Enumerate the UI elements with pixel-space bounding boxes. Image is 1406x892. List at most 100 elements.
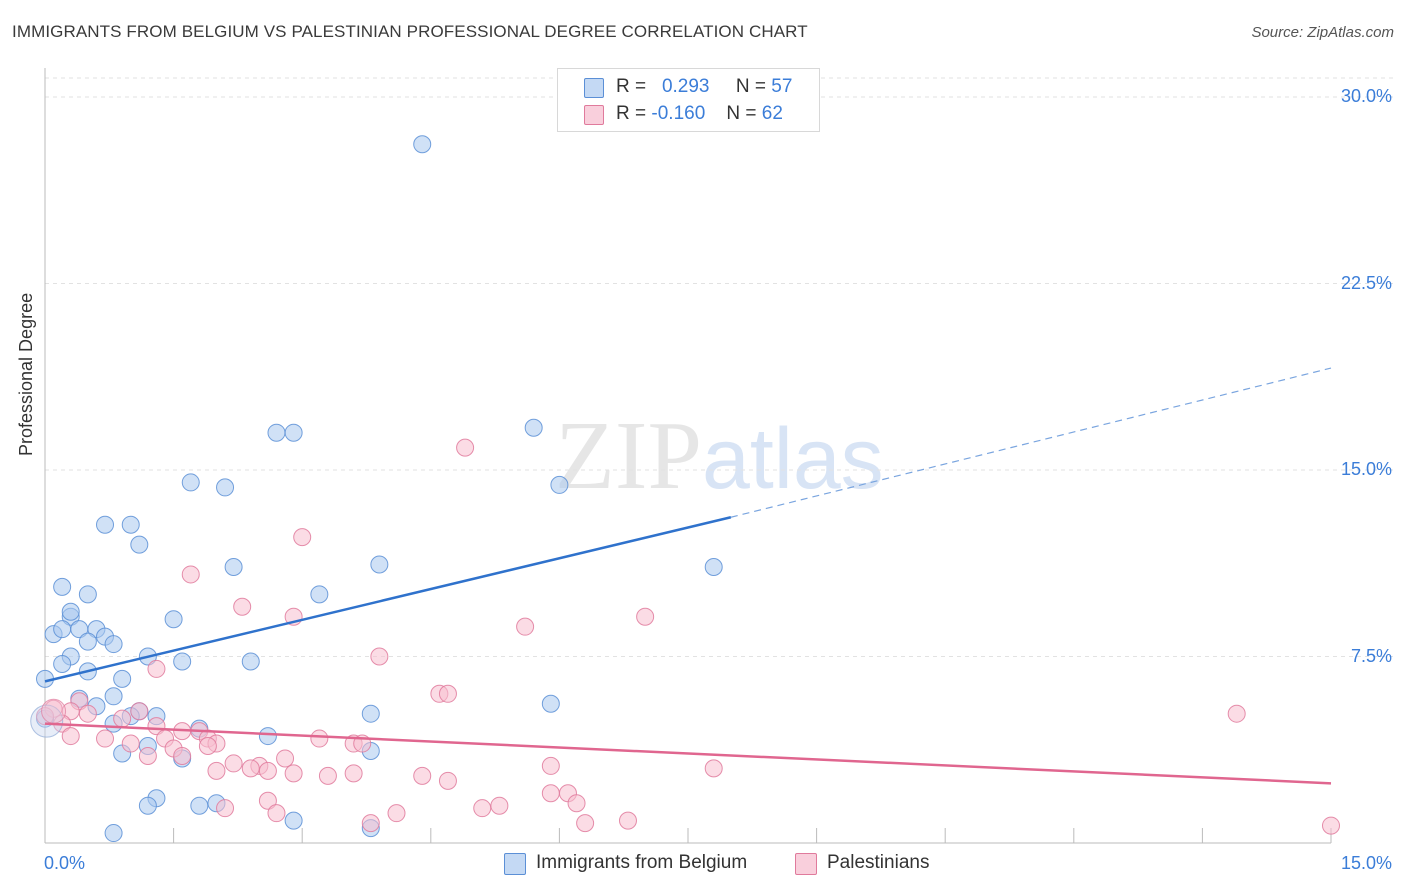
legend-n-value-belgium: 57 (771, 76, 793, 97)
point-belgium-25 (104, 635, 123, 654)
chart-title: IMMIGRANTS FROM BELGIUM VS PALESTINIAN P… (12, 22, 808, 41)
point-palestinians-45 (438, 771, 457, 790)
point-belgium-15 (310, 585, 329, 604)
point-palestinians-61 (1322, 816, 1340, 835)
stats-legend: R = 0.293 N = 57 R = -0.160 N = 62 (557, 68, 820, 132)
trend-line-belgium-extension (730, 367, 1332, 518)
x-tick-label-max: 15.0% (1340, 853, 1392, 873)
point-belgium-5 (216, 478, 235, 497)
point-palestinians-2 (181, 565, 200, 584)
point-palestinians-21 (96, 729, 115, 748)
bottom-legend-label-palestinians: Palestinians (827, 852, 930, 873)
point-belgium-2 (284, 423, 303, 442)
point-palestinians-22 (121, 734, 140, 753)
point-palestinians-8 (147, 659, 166, 678)
point-palestinians-59 (576, 814, 595, 833)
y-tick-label-1: 15.0% (1340, 459, 1392, 479)
point-palestinians-48 (1227, 704, 1246, 723)
watermark: ZIPatlas (555, 400, 884, 512)
point-belgium-3 (524, 418, 543, 437)
point-palestinians-7 (370, 647, 389, 666)
point-belgium-9 (130, 535, 149, 554)
point-palestinians-42 (318, 766, 337, 785)
point-palestinians-29 (198, 737, 217, 756)
point-palestinians-17 (130, 702, 149, 721)
point-belgium-44 (541, 694, 560, 713)
point-belgium-30 (53, 654, 72, 673)
point-palestinians-53 (473, 799, 492, 818)
point-palestinians-31 (138, 746, 157, 765)
legend-n-label: N = (726, 103, 757, 124)
point-belgium-1 (267, 423, 286, 442)
point-palestinians-19 (147, 717, 166, 736)
point-belgium-35 (104, 687, 123, 706)
point-palestinians-10 (438, 684, 457, 703)
point-belgium-56 (104, 824, 123, 843)
point-belgium-33 (113, 669, 132, 688)
point-palestinians-46 (541, 756, 560, 775)
point-belgium-13 (53, 577, 72, 596)
point-belgium-29 (241, 652, 260, 671)
point-palestinians-1 (293, 528, 312, 547)
point-belgium-17 (61, 602, 80, 621)
legend-n-value-palestinians: 62 (761, 103, 783, 124)
point-belgium-43 (361, 704, 380, 723)
bottom-legend-swatch-belgium (504, 853, 526, 875)
y-tick-label-0: 7.5% (1350, 645, 1392, 666)
legend-r-value-belgium: 0.293 (661, 76, 710, 97)
x-tick-label-min: 0.0% (44, 853, 86, 873)
point-belgium-20 (53, 620, 72, 639)
bottom-legend-swatch-palestinians (795, 853, 817, 875)
point-belgium-14 (78, 585, 97, 604)
point-belgium-18 (164, 610, 183, 629)
point-palestinians-57 (267, 804, 286, 823)
point-palestinians-55 (216, 799, 235, 818)
trend-line-belgium (44, 516, 732, 683)
legend-swatch-palestinians (584, 105, 604, 125)
point-palestinians-51 (258, 791, 277, 810)
watermark-zip: ZIP (555, 402, 702, 510)
point-palestinians-6 (516, 617, 535, 636)
point-palestinians-32 (310, 729, 329, 748)
legend-r-label: R = (616, 76, 647, 97)
point-palestinians-54 (490, 796, 509, 815)
point-belgium-4 (181, 473, 200, 492)
legend-n-label: N = (735, 76, 767, 97)
point-cluster-palestinians (41, 698, 67, 724)
point-belgium-24 (78, 632, 97, 651)
y-tick-label-2: 22.5% (1340, 272, 1392, 293)
bottom-legend-label-belgium: Immigrants from Belgium (536, 852, 748, 873)
point-belgium-48 (258, 727, 277, 746)
point-belgium-6 (550, 475, 569, 494)
point-palestinians-35 (276, 749, 295, 768)
y-axis-label: Professional Degree (16, 292, 36, 456)
point-palestinians-3 (233, 597, 252, 616)
source-label: Source: ZipAtlas.com (1251, 24, 1394, 41)
trend-line-palestinians (44, 722, 1332, 785)
point-palestinians-56 (387, 804, 406, 823)
legend-r-label: R = (616, 103, 647, 124)
point-belgium-8 (121, 515, 140, 534)
point-palestinians-58 (361, 814, 380, 833)
point-palestinians-47 (704, 759, 723, 778)
point-palestinians-18 (113, 709, 132, 728)
y-tick-label-3: 30.0% (1340, 86, 1392, 106)
point-palestinians-49 (541, 784, 560, 803)
point-palestinians-41 (284, 764, 303, 783)
point-palestinians-52 (567, 794, 586, 813)
point-palestinians-38 (207, 761, 226, 780)
point-palestinians-39 (241, 759, 260, 778)
point-belgium-51 (138, 796, 157, 815)
point-belgium-28 (173, 652, 192, 671)
point-palestinians-30 (173, 746, 192, 765)
point-palestinians-5 (636, 607, 655, 626)
watermark-atlas: atlas (702, 411, 884, 507)
point-belgium-0 (413, 135, 432, 154)
legend-swatch-belgium (584, 78, 604, 98)
point-palestinians-36 (224, 754, 243, 773)
point-palestinians-60 (618, 811, 637, 830)
point-belgium-7 (96, 515, 115, 534)
point-belgium-12 (704, 557, 723, 576)
point-belgium-10 (224, 557, 243, 576)
